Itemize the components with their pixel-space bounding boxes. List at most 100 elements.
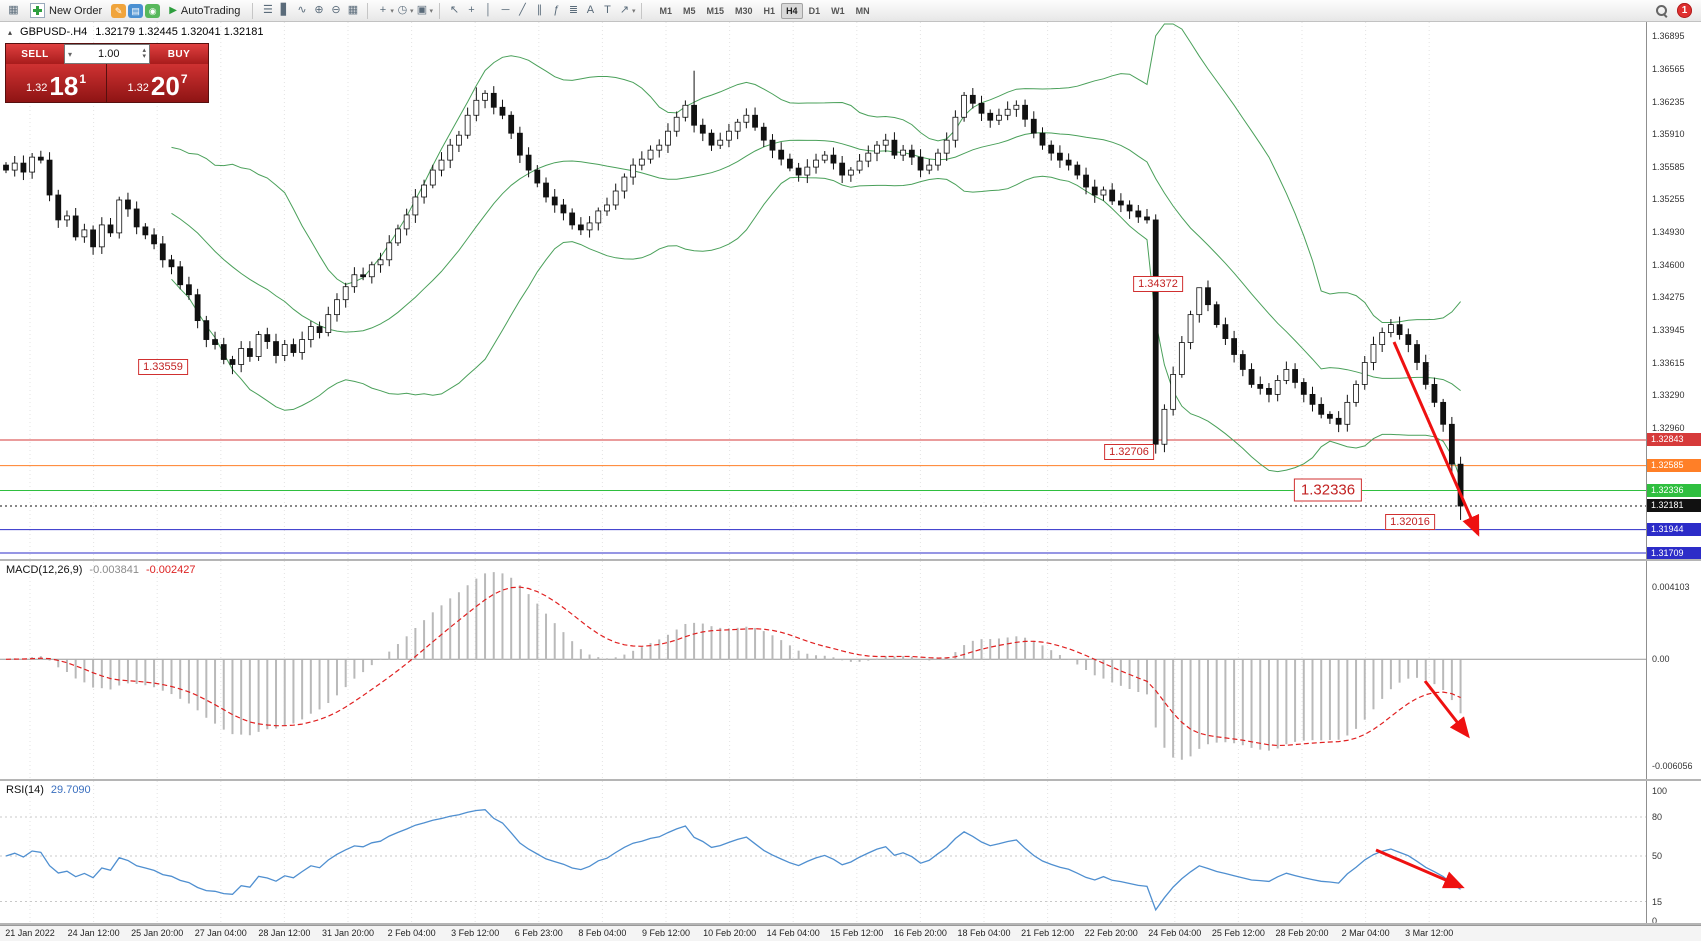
period-icon[interactable]: ◷ (397, 4, 408, 16)
text-icon[interactable]: A (586, 4, 595, 16)
autotrading-label: AutoTrading (180, 4, 241, 17)
timeframe-toolbar: M1 M5 M15 M30 H1 H4 D1 W1 MN (654, 2, 874, 19)
timeframe-m5[interactable]: M5 (683, 5, 696, 16)
sell-price-small: 1.32 (25, 82, 48, 94)
zoom-in-icon[interactable]: ⊕ (314, 4, 324, 16)
arrows-icon[interactable]: ↗ (619, 4, 630, 16)
indicator-axis-label: 0.004103 (1652, 582, 1690, 592)
autotrading-button[interactable]: ▶ AutoTrading (163, 2, 246, 20)
zoom-out-icon[interactable]: ⊖ (331, 4, 341, 16)
price-callout[interactable]: 1.32016 (1385, 514, 1435, 530)
timeframe-m1[interactable]: M1 (659, 5, 672, 16)
add-indicator-icon[interactable]: + (379, 4, 387, 16)
rsi-title: RSI(14) (6, 784, 44, 796)
cursor-icon[interactable]: ↖ (449, 4, 460, 16)
trend-arrow[interactable] (1392, 341, 1480, 537)
fibonacci-icon[interactable]: ƒ (553, 4, 560, 16)
price-tag: 1.32585 (1647, 459, 1701, 473)
notification-badge[interactable]: 1 (1677, 3, 1692, 18)
rsi-axis[interactable]: 100 80 50 15 0 (1646, 781, 1701, 926)
price-callout[interactable]: 1.32336 (1293, 478, 1363, 502)
toolbar-separator (438, 2, 440, 19)
time-axis-label: 2 Feb 04:00 (387, 928, 436, 938)
bollinger-middle-band (171, 132, 1461, 391)
price-callout[interactable]: 1.34372 (1133, 276, 1183, 292)
sell-price[interactable]: 1.32 18 1 (6, 64, 107, 102)
horizontal-line-icon[interactable]: ─ (501, 4, 510, 16)
trend-arrow[interactable] (1375, 848, 1465, 889)
trendline-icon[interactable]: ╱ (519, 4, 526, 16)
search-icon[interactable] (1655, 4, 1668, 17)
crosshair-icon[interactable]: + (468, 4, 475, 16)
time-axis-label: 21 Feb 12:00 (1021, 928, 1075, 938)
buy-price[interactable]: 1.32 20 7 (107, 64, 208, 102)
rsi-panel[interactable]: RSI(14) 29.7090 (0, 781, 1646, 923)
timeframe-w1[interactable]: W1 (831, 5, 845, 16)
template-icon[interactable]: ▣ (416, 4, 428, 16)
label-icon[interactable]: T (604, 4, 611, 16)
volume-stepper[interactable]: ▴ ▾ (142, 47, 149, 60)
volume-input[interactable]: ▾ 1.00 ▴ ▾ (64, 44, 150, 64)
new-order-button[interactable]: New Order (24, 2, 108, 20)
macd-axis[interactable]: 0.004103 0.00 -0.006056 (1646, 561, 1701, 779)
channel-icon[interactable]: ∥ (536, 4, 543, 16)
macd-title: MACD(12,26,9) (6, 564, 83, 576)
line-chart-icon[interactable]: ∿ (297, 4, 307, 16)
one-click-trading-panel: SELL ▾ 1.00 ▴ ▾ BUY 1.32 18 1 1.32 20 7 (6, 44, 208, 102)
market-icon[interactable]: ▤ (128, 3, 144, 18)
volume-up-icon[interactable]: ▴ (142, 47, 146, 54)
candlestick-chart-icon[interactable]: ▋ (280, 4, 290, 16)
period-icon-caret[interactable]: ▾ (409, 7, 414, 15)
panel-splitter[interactable] (0, 559, 1701, 561)
oneclick-toggle-icon[interactable]: ▴ (8, 27, 13, 37)
community-icon[interactable]: ◉ (145, 3, 161, 18)
rsi-canvas[interactable] (0, 781, 1646, 923)
levels-icon[interactable]: ≣ (568, 4, 579, 16)
macd-panel[interactable]: MACD(12,26,9) -0.003841 -0.002427 (0, 561, 1646, 779)
time-axis-label: 6 Feb 23:00 (514, 928, 563, 938)
price-axis[interactable]: 1.36895 1.36565 1.36235 1.35910 1.35585 1.352… (1646, 22, 1701, 560)
timeframe-m30[interactable]: M30 (735, 5, 753, 16)
time-axis[interactable]: 21 Jan 2022 24 Jan 12:00 25 Jan 20:00 27 Ja… (0, 925, 1701, 941)
add-indicator-icon-caret[interactable]: ▾ (390, 7, 394, 15)
price-axis-tick: 1.34930 (1652, 226, 1685, 237)
timeframe-h4[interactable]: H4 (781, 2, 803, 19)
timeframe-d1[interactable]: D1 (808, 5, 821, 16)
panel-splitter[interactable] (0, 923, 1701, 925)
macd-label: MACD(12,26,9) -0.003841 -0.002427 (6, 564, 196, 576)
price-chart-canvas[interactable] (0, 22, 1646, 559)
trend-arrow[interactable] (1423, 680, 1470, 739)
bar-chart-icon[interactable]: ☰ (262, 4, 273, 16)
sell-button[interactable]: SELL (6, 44, 64, 64)
new-chart-icon[interactable]: ▦ (8, 4, 19, 16)
metaeditor-icon[interactable]: ✎ (111, 3, 127, 18)
volume-value[interactable]: 1.00 (98, 48, 120, 60)
timeframe-m15[interactable]: M15 (706, 5, 725, 16)
indicator-axis-label: 15 (1652, 896, 1663, 907)
arrows-icon-caret[interactable]: ▾ (631, 7, 636, 15)
volume-dropdown-icon[interactable]: ▾ (68, 49, 73, 59)
price-callout[interactable]: 1.32706 (1104, 444, 1154, 460)
timeframe-mn[interactable]: MN (855, 5, 870, 16)
main-chart-panel[interactable]: ▴ GBPUSD-.H4 1.32179 1.32445 1.32041 1.3… (0, 22, 1646, 559)
buy-button[interactable]: BUY (150, 44, 208, 64)
price-tag: 1.32843 (1647, 433, 1701, 447)
indicator-axis-label: 0.00 (1652, 654, 1670, 665)
price-axis-tick: 1.36565 (1652, 63, 1685, 74)
time-axis-label: 28 Jan 12:00 (258, 928, 311, 938)
time-axis-label: 24 Jan 12:00 (67, 928, 120, 938)
rsi-value: 29.7090 (50, 784, 91, 796)
bollinger-upper-band (171, 23, 1461, 323)
template-icon-caret[interactable]: ▾ (429, 7, 433, 15)
sell-price-sup: 1 (79, 72, 87, 86)
volume-down-icon[interactable]: ▾ (142, 53, 146, 60)
timeframe-h1[interactable]: H1 (763, 5, 776, 16)
macd-canvas[interactable] (0, 561, 1646, 779)
autotrading-play-icon: ▶ (169, 5, 177, 16)
vertical-line-icon[interactable]: │ (485, 4, 492, 16)
panel-splitter[interactable] (0, 779, 1701, 781)
price-callout[interactable]: 1.33559 (138, 359, 188, 375)
time-axis-label: 25 Feb 12:00 (1211, 928, 1265, 938)
tile-windows-icon[interactable]: ▦ (347, 4, 359, 16)
macd-signal-line (5, 586, 1461, 747)
